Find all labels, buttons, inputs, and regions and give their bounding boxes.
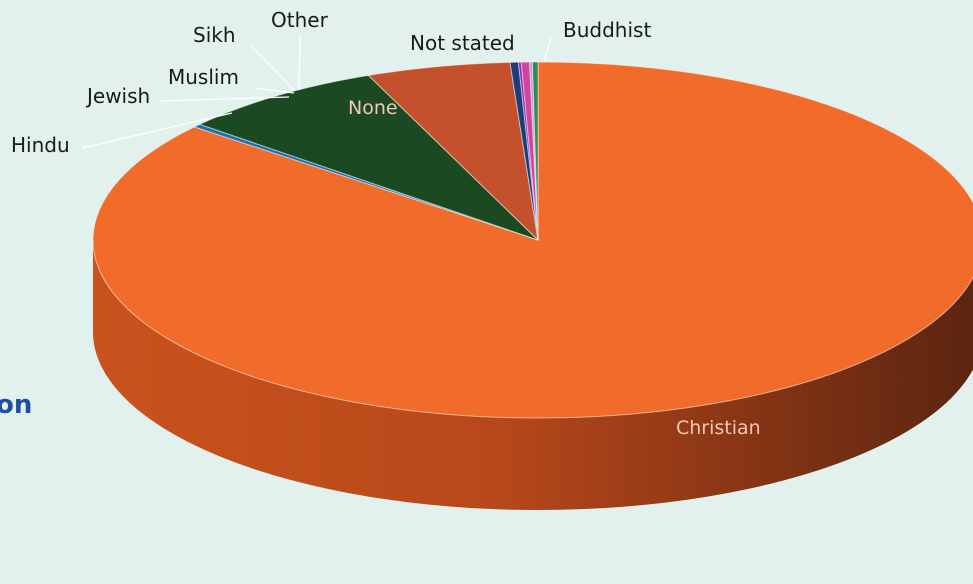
- leader-line-hindu: [81, 112, 233, 149]
- leader-line-other: [298, 34, 301, 91]
- leader-line-muslim: [254, 87, 295, 94]
- label-sikh: Sikh: [193, 23, 236, 47]
- label-muslim: Muslim: [168, 65, 239, 89]
- leader-line-buddhist: [543, 37, 552, 63]
- pie-side-layer: [93, 240, 973, 510]
- leader-line-jewish: [159, 96, 290, 102]
- label-christian: Christian: [676, 417, 761, 439]
- pie-side-christian: [93, 240, 973, 510]
- label-not-stated: Not stated: [410, 31, 515, 55]
- pie-slices: [92, 61, 973, 419]
- label-hindu: Hindu: [11, 133, 70, 157]
- pie-slice-not-stated: [198, 74, 539, 241]
- side-text-fragment: on: [0, 390, 33, 420]
- pie-slice-none: [367, 61, 539, 242]
- pie-slice-christian: [92, 61, 973, 419]
- pie-slice-hindu: [531, 61, 539, 241]
- label-jewish: Jewish: [85, 84, 150, 108]
- label-other: Other: [271, 8, 329, 32]
- leader-line-sikh: [249, 44, 296, 92]
- label-buddhist: Buddhist: [563, 18, 651, 42]
- label-none: None: [348, 97, 398, 119]
- pie-labels: Christian Buddhist Not stated None Other Sikh…: [11, 8, 761, 439]
